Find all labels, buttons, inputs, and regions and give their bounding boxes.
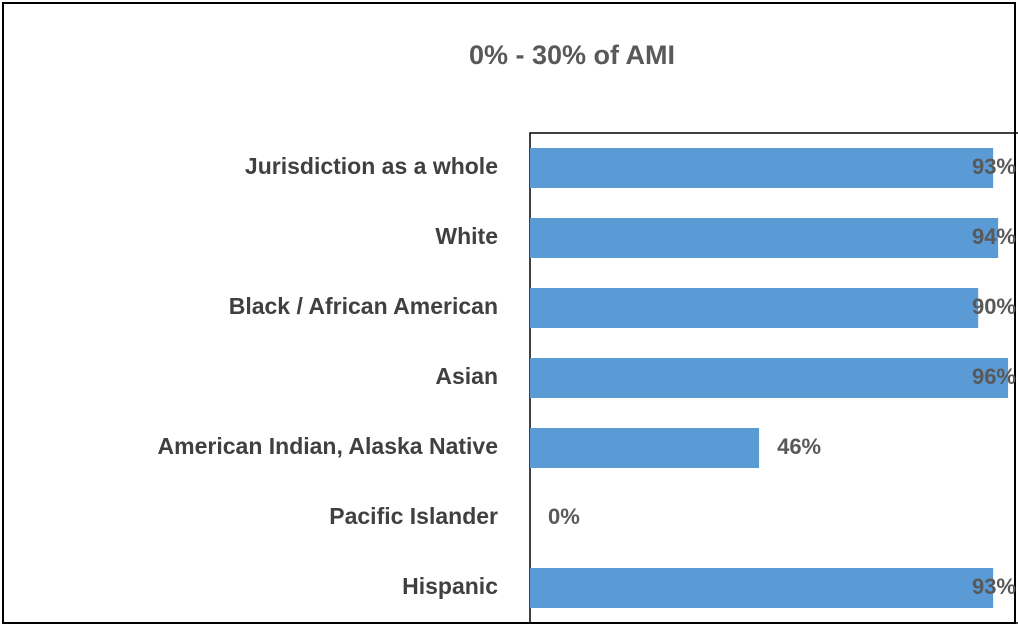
y-tick-label: American Indian, Alaska Native — [158, 433, 498, 459]
bar — [530, 288, 979, 328]
y-tick-label: Pacific Islander — [329, 503, 498, 529]
data-label: 46% — [777, 434, 821, 459]
bar — [530, 568, 994, 608]
y-tick-label: Jurisdiction as a whole — [245, 153, 498, 179]
data-label: 93% — [972, 154, 1016, 179]
data-label: 0% — [548, 504, 580, 529]
bar — [530, 428, 760, 468]
y-tick-label: Black / African American — [229, 293, 498, 319]
bar — [530, 148, 994, 188]
data-label: 90% — [972, 294, 1016, 319]
y-tick-label: Asian — [435, 363, 498, 389]
bar — [530, 358, 1009, 398]
chart-title: 0% - 30% of AMI — [469, 40, 675, 70]
data-label: 96% — [972, 364, 1016, 389]
data-label: 93% — [972, 574, 1016, 599]
y-tick-label: Hispanic — [402, 573, 498, 599]
data-label: 94% — [972, 224, 1016, 249]
bar — [530, 218, 999, 258]
y-tick-label: White — [435, 223, 498, 249]
